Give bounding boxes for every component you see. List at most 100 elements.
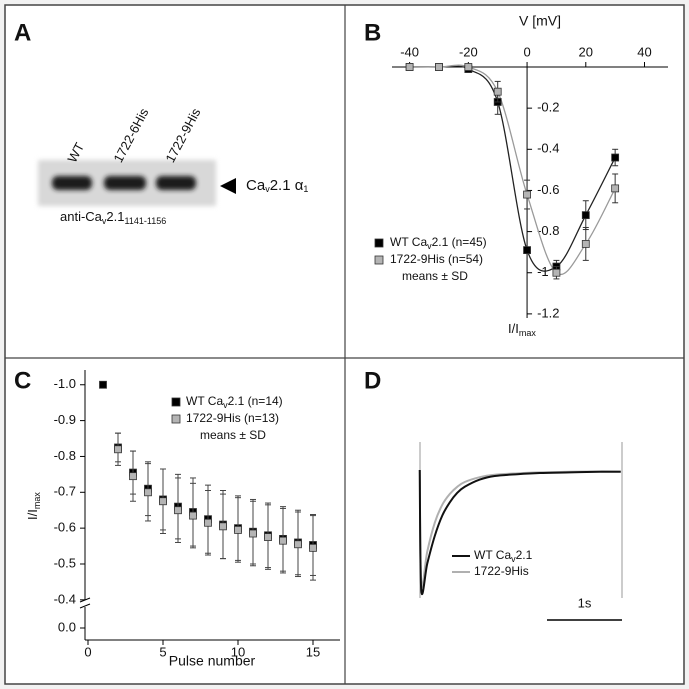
legend-marker: [374, 238, 384, 248]
legend-label-part: 2.1 (n=45): [432, 235, 487, 249]
marker: [523, 246, 531, 255]
marker: [405, 63, 414, 71]
axis-break: [79, 603, 91, 609]
band-label-part: 1: [303, 184, 308, 194]
legend-label: 1722-9His (n=54): [390, 252, 483, 266]
legend-note: means ± SD: [200, 428, 266, 442]
marker: [581, 240, 590, 248]
marker: [114, 445, 122, 454]
legend-label: WT Cav2.1 (n=45): [390, 235, 487, 251]
x-axis-label: V [mV]: [519, 13, 561, 29]
legend-label-part: 1722-9His: [474, 564, 529, 578]
scale-bar-label: 1s: [578, 595, 592, 610]
x-tick-label: 10: [231, 644, 245, 659]
y-tick-label: -0.8: [54, 448, 76, 463]
legend-label-part: v: [511, 554, 516, 564]
legend-label: 1722-9His: [474, 564, 529, 578]
legend-label: WT Cav2.1 (n=14): [186, 394, 283, 410]
marker: [174, 506, 182, 515]
marker: [435, 63, 443, 71]
legend-label-part: 1722-9His (n=13): [186, 411, 279, 425]
y-tick-label: -0.4: [537, 141, 559, 156]
x-tick-label: 15: [306, 644, 320, 659]
legend-label-part: WT Ca: [390, 235, 427, 249]
x-tick-label: 40: [637, 44, 651, 59]
marker: [309, 543, 317, 552]
legend-label-part: v: [223, 400, 228, 410]
y-tick-label: -1.2: [537, 305, 559, 320]
band-label-part: v: [265, 184, 270, 194]
marker: [144, 488, 152, 497]
marker: [611, 184, 620, 193]
antibody-label-part: v: [102, 216, 107, 226]
marker: [279, 536, 287, 545]
y-axis-label-part: max: [32, 492, 42, 510]
legend-label-part: 2.1: [516, 548, 533, 562]
marker: [581, 211, 590, 220]
y-tick-label: -0.8: [537, 223, 559, 238]
x-tick-label: 20: [579, 44, 593, 59]
antibody-label: anti-Cav2.11141-1156: [60, 209, 166, 226]
y-tick-label: 0.0: [58, 619, 76, 634]
blot-band: [52, 176, 92, 190]
y-tick-label: -0.4: [54, 591, 76, 606]
marker: [204, 518, 212, 527]
blot-band: [104, 176, 146, 190]
legend-marker: [171, 397, 181, 407]
y-axis-label-part: max: [519, 328, 537, 338]
marker: [249, 529, 257, 538]
marker: [523, 190, 531, 199]
marker: [234, 526, 242, 534]
x-tick-label: 0: [523, 44, 530, 59]
legend-label-part: v: [427, 241, 432, 251]
marker: [552, 268, 561, 277]
x-tick-label: 5: [159, 644, 166, 659]
panel-label: B: [364, 19, 381, 46]
blot-band: [156, 176, 196, 190]
legend-label-part: 2.1 (n=14): [228, 394, 283, 408]
legend-label-part: WT Ca: [474, 548, 511, 562]
y-axis-label-part: I/I: [508, 321, 519, 336]
marker: [219, 522, 227, 531]
x-tick-label: -20: [459, 44, 478, 59]
fit-curve: [409, 64, 616, 276]
band-arrow: [220, 178, 236, 194]
panel-label: C: [14, 367, 31, 394]
y-tick-label: -1.0: [54, 376, 76, 391]
marker: [129, 472, 137, 481]
legend-label-part: WT Ca: [186, 394, 223, 408]
legend-label: 1722-9His (n=13): [186, 411, 279, 425]
y-axis-label-part: I/I: [25, 509, 40, 520]
legend-marker: [374, 255, 384, 265]
y-axis-label: I/Imax: [508, 321, 536, 338]
marker: [464, 63, 473, 71]
y-tick-label: -0.7: [54, 484, 76, 499]
marker: [189, 511, 197, 520]
marker: [493, 87, 502, 96]
panel-label: D: [364, 367, 381, 394]
current-trace: [418, 469, 621, 595]
band-label-part: Ca: [246, 177, 266, 194]
y-tick-label: -0.2: [537, 100, 559, 115]
legend-marker: [171, 414, 181, 424]
antibody-label-part: 1141-1156: [125, 216, 167, 226]
marker: [264, 533, 272, 541]
x-tick-label: -40: [400, 44, 419, 59]
marker: [611, 153, 620, 162]
band-label: Cav2.1 α1: [246, 177, 308, 194]
legend-label-part: 1722-9His (n=54): [390, 252, 483, 266]
antibody-label-part: anti-Ca: [60, 209, 103, 224]
antibody-label-part: 2.1: [106, 209, 124, 224]
legend-note: means ± SD: [402, 269, 468, 283]
x-tick-label: 0: [84, 644, 91, 659]
y-tick-label: -0.6: [54, 520, 76, 535]
marker: [99, 380, 107, 389]
y-tick-label: -0.5: [54, 555, 76, 570]
x-axis-label: Pulse number: [169, 653, 256, 669]
legend-label: WT Cav2.1: [474, 548, 533, 564]
marker: [294, 540, 302, 549]
y-axis-label: I/Imax: [25, 492, 42, 520]
marker: [159, 497, 167, 506]
band-label-part: 2.1 α: [270, 177, 304, 194]
